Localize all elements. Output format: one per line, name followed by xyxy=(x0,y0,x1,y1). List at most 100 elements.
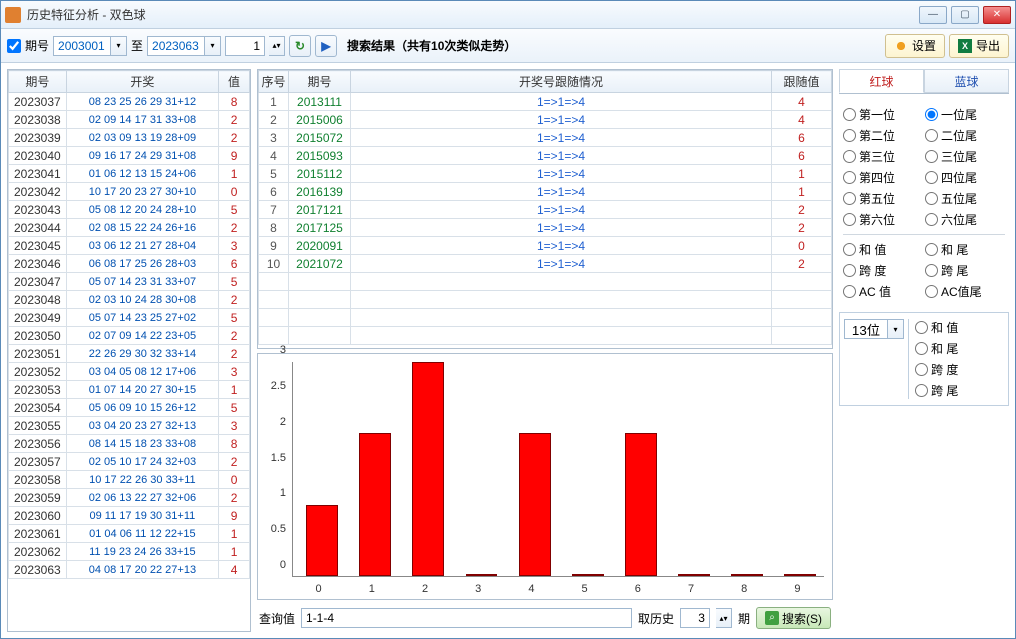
ball-tabs: 红球 蓝球 xyxy=(839,69,1009,94)
radio-跨 尾[interactable]: 跨 尾 xyxy=(925,262,1005,279)
table-row[interactable]: 202305203 04 05 08 12 17+063 xyxy=(9,363,250,381)
history-input[interactable] xyxy=(680,608,710,628)
history-updown[interactable]: ▴▾ xyxy=(716,608,732,628)
period-checkbox[interactable] xyxy=(7,39,21,53)
table-row[interactable]: 320150721=>1=>46 xyxy=(259,129,832,147)
radio-一位尾[interactable]: 一位尾 xyxy=(925,106,1005,123)
search-result-text: 搜索结果（共有10次类似走势） xyxy=(347,37,516,54)
table-row[interactable]: 120131111=>1=>44 xyxy=(259,93,832,111)
radio-和 尾[interactable]: 和 尾 xyxy=(925,241,1005,258)
settings-button[interactable]: 设置 xyxy=(885,34,945,58)
app-icon xyxy=(5,7,21,23)
bar-chart: 00.511.522.53 0123456789 xyxy=(257,353,833,600)
query-label: 查询值 xyxy=(259,610,295,627)
next-button[interactable]: ▶ xyxy=(315,35,337,57)
radio-二位尾[interactable]: 二位尾 xyxy=(925,127,1005,144)
table-row[interactable]: 202305002 07 09 14 22 23+052 xyxy=(9,327,250,345)
table-row[interactable]: 202305702 05 10 17 24 32+032 xyxy=(9,453,250,471)
table-row[interactable]: 202305503 04 20 23 27 32+133 xyxy=(9,417,250,435)
table-row[interactable]: 720171211=>1=>42 xyxy=(259,201,832,219)
bottom-bar: 查询值 取历史 ▴▾ 期 ⌕搜索(S) xyxy=(257,604,833,632)
minimize-button[interactable]: — xyxy=(919,6,947,24)
radio-四位尾[interactable]: 四位尾 xyxy=(925,169,1005,186)
bar xyxy=(466,574,498,576)
radio-第一位[interactable]: 第一位 xyxy=(843,106,923,123)
table-row[interactable]: 202305301 07 14 20 27 30+151 xyxy=(9,381,250,399)
table-row[interactable]: 202304305 08 12 20 24 28+105 xyxy=(9,201,250,219)
radio-第六位[interactable]: 第六位 xyxy=(843,211,923,228)
radio-AC 值[interactable]: AC 值 xyxy=(843,283,923,300)
sub-radio-跨 尾[interactable]: 跨 尾 xyxy=(915,382,958,399)
x-tick: 7 xyxy=(688,583,694,595)
table-row[interactable]: 520151121=>1=>41 xyxy=(259,165,832,183)
table-row[interactable]: 420150931=>1=>46 xyxy=(259,147,832,165)
radio-第三位[interactable]: 第三位 xyxy=(843,148,923,165)
maximize-button[interactable]: ▢ xyxy=(951,6,979,24)
table-row[interactable]: 202306101 04 06 11 12 22+151 xyxy=(9,525,250,543)
tab-blue[interactable]: 蓝球 xyxy=(924,69,1009,93)
mid-table-panel: 序号期号开奖号跟随情况跟随值120131111=>1=>44220150061=… xyxy=(257,69,833,349)
table-row[interactable]: 820171251=>1=>42 xyxy=(259,219,832,237)
tab-red[interactable]: 红球 xyxy=(839,69,924,93)
bar xyxy=(625,433,657,576)
table-row[interactable]: 202306009 11 17 19 30 31+119 xyxy=(9,507,250,525)
close-button[interactable]: ✕ xyxy=(983,6,1011,24)
radio-第四位[interactable]: 第四位 xyxy=(843,169,923,186)
table-row[interactable]: 202304210 17 20 23 27 30+100 xyxy=(9,183,250,201)
table-row[interactable]: 202306304 08 17 20 22 27+134 xyxy=(9,561,250,579)
table-row[interactable]: 202304905 07 14 23 25 27+025 xyxy=(9,309,250,327)
table-row[interactable]: 202304802 03 10 24 28 30+082 xyxy=(9,291,250,309)
x-tick: 9 xyxy=(794,583,800,595)
radio-五位尾[interactable]: 五位尾 xyxy=(925,190,1005,207)
mid-th: 期号 xyxy=(289,71,351,93)
sub-select[interactable] xyxy=(844,319,888,339)
history-label: 取历史 xyxy=(638,610,674,627)
table-row[interactable]: 202305902 06 13 22 27 32+062 xyxy=(9,489,250,507)
table-row[interactable]: 620161391=>1=>41 xyxy=(259,183,832,201)
radio-AC值尾[interactable]: AC值尾 xyxy=(925,283,1005,300)
table-row[interactable]: 202305405 06 09 10 15 26+125 xyxy=(9,399,250,417)
radio-六位尾[interactable]: 六位尾 xyxy=(925,211,1005,228)
x-tick: 1 xyxy=(369,583,375,595)
radio-第五位[interactable]: 第五位 xyxy=(843,190,923,207)
radio-和 值[interactable]: 和 值 xyxy=(843,241,923,258)
table-row[interactable]: 202303902 03 09 13 19 28+092 xyxy=(9,129,250,147)
table-row[interactable]: 202305608 14 15 18 23 33+088 xyxy=(9,435,250,453)
mid-th: 跟随值 xyxy=(772,71,832,93)
table-row[interactable]: 202304402 08 15 22 24 26+162 xyxy=(9,219,250,237)
table-row[interactable]: 202304705 07 14 23 31 33+075 xyxy=(9,273,250,291)
search-button[interactable]: ⌕搜索(S) xyxy=(756,607,831,629)
table-row[interactable]: 220150061=>1=>44 xyxy=(259,111,832,129)
table-row[interactable]: 202303802 09 14 17 31 33+082 xyxy=(9,111,250,129)
sub-radio-和 尾[interactable]: 和 尾 xyxy=(915,340,958,357)
radio-跨 度[interactable]: 跨 度 xyxy=(843,262,923,279)
refresh-button[interactable]: ↻ xyxy=(289,35,311,57)
x-tick: 0 xyxy=(316,583,322,595)
period-from-input[interactable] xyxy=(53,36,111,56)
table-row[interactable]: 202305810 17 22 26 30 33+110 xyxy=(9,471,250,489)
table-row[interactable]: 202304503 06 12 21 27 28+043 xyxy=(9,237,250,255)
table-row[interactable]: 1020210721=>1=>42 xyxy=(259,255,832,273)
table-row[interactable]: 202303708 23 25 26 29 31+128 xyxy=(9,93,250,111)
spin-updown[interactable]: ▴▾ xyxy=(269,36,285,56)
radio-第二位[interactable]: 第二位 xyxy=(843,127,923,144)
radio-三位尾[interactable]: 三位尾 xyxy=(925,148,1005,165)
follow-table: 序号期号开奖号跟随情况跟随值120131111=>1=>44220150061=… xyxy=(258,70,832,345)
bar xyxy=(731,574,763,576)
sub-radio-跨 度[interactable]: 跨 度 xyxy=(915,361,958,378)
sub-radio-和 值[interactable]: 和 值 xyxy=(915,319,958,336)
period-from-dropdown[interactable]: ▾ xyxy=(111,36,127,56)
query-input[interactable] xyxy=(301,608,632,628)
table-row[interactable]: 202304101 06 12 13 15 24+061 xyxy=(9,165,250,183)
sub-select-dropdown[interactable]: ▾ xyxy=(888,319,904,339)
table-row[interactable]: 202306211 19 23 24 26 33+151 xyxy=(9,543,250,561)
table-row[interactable]: 202304606 08 17 25 26 28+036 xyxy=(9,255,250,273)
period-to-dropdown[interactable]: ▾ xyxy=(205,36,221,56)
export-button[interactable]: X导出 xyxy=(949,34,1009,58)
period-to-input[interactable] xyxy=(147,36,205,56)
table-row[interactable]: 920200911=>1=>40 xyxy=(259,237,832,255)
table-row[interactable]: 202304009 16 17 24 29 31+089 xyxy=(9,147,250,165)
table-row[interactable]: 202305122 26 29 30 32 33+142 xyxy=(9,345,250,363)
spin-input[interactable] xyxy=(225,36,265,56)
period-label: 期号 xyxy=(25,37,49,54)
